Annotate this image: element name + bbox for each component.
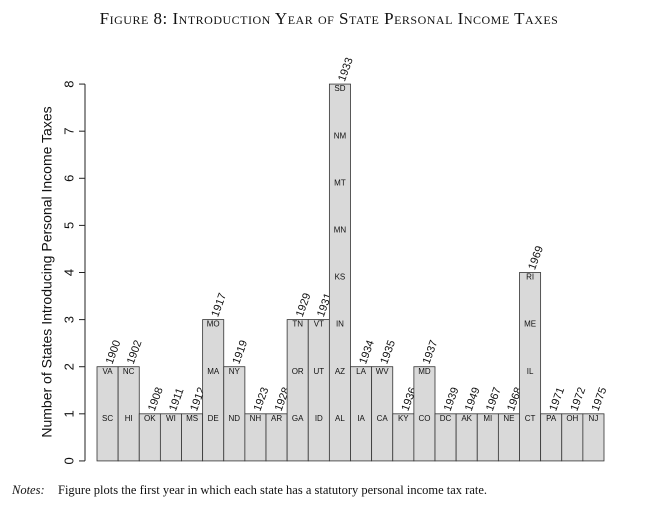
state-label: OH bbox=[566, 414, 578, 423]
bar bbox=[582, 413, 605, 462]
state-label: NM bbox=[334, 131, 347, 140]
state-label: AR bbox=[271, 414, 282, 423]
state-label: NY bbox=[229, 367, 241, 376]
state-label: CO bbox=[418, 414, 430, 423]
state-label: CA bbox=[377, 414, 389, 423]
year-label: 1969 bbox=[526, 244, 546, 271]
state-label: IN bbox=[336, 320, 344, 329]
y-tick-label: 8 bbox=[61, 80, 76, 87]
state-label: MI bbox=[483, 414, 492, 423]
y-axis-label: Number of States Introducing Personal In… bbox=[39, 106, 55, 437]
state-label: WV bbox=[376, 367, 390, 376]
year-label: 1937 bbox=[421, 339, 441, 366]
state-label: AZ bbox=[335, 367, 345, 376]
state-label: VA bbox=[103, 367, 114, 376]
y-tick-label: 3 bbox=[61, 316, 76, 323]
y-tick-label: 7 bbox=[61, 128, 76, 135]
state-label: OK bbox=[144, 414, 156, 423]
state-label: OR bbox=[292, 367, 304, 376]
state-label: RI bbox=[526, 273, 534, 282]
year-label: 1939 bbox=[442, 386, 462, 413]
y-tick-label: 4 bbox=[61, 269, 76, 276]
bar bbox=[519, 272, 542, 462]
year-label: 1949 bbox=[463, 386, 483, 413]
state-label: TN bbox=[292, 320, 303, 329]
state-label: SC bbox=[102, 414, 113, 423]
year-label: 1935 bbox=[378, 339, 398, 366]
state-label: KY bbox=[398, 414, 409, 423]
state-label: GA bbox=[292, 414, 304, 423]
state-label: HI bbox=[125, 414, 133, 423]
state-label: NJ bbox=[589, 414, 599, 423]
state-label: MO bbox=[207, 320, 220, 329]
year-label: 1908 bbox=[146, 386, 166, 413]
state-label: AK bbox=[461, 414, 472, 423]
y-tick-label: 2 bbox=[61, 363, 76, 370]
state-label: UT bbox=[313, 367, 324, 376]
state-label: DE bbox=[208, 414, 219, 423]
state-label: KS bbox=[335, 273, 346, 282]
year-label: 1975 bbox=[590, 386, 610, 413]
year-label: 1972 bbox=[569, 386, 589, 413]
state-label: LA bbox=[356, 367, 366, 376]
notes: Figure plots the first year in which eac… bbox=[58, 483, 487, 497]
state-label: SD bbox=[334, 84, 345, 93]
state-label: VT bbox=[314, 320, 324, 329]
state-label: NE bbox=[503, 414, 514, 423]
y-tick-label: 0 bbox=[61, 457, 76, 464]
bar bbox=[328, 83, 351, 462]
year-label: 1900 bbox=[104, 339, 124, 366]
year-label: 1934 bbox=[357, 339, 377, 366]
state-label: ID bbox=[315, 414, 323, 423]
bar bbox=[202, 319, 225, 462]
bar bbox=[286, 319, 309, 462]
state-label: MD bbox=[418, 367, 431, 376]
state-label: NC bbox=[123, 367, 135, 376]
year-label: 1919 bbox=[231, 339, 251, 366]
state-label: ND bbox=[229, 414, 241, 423]
state-label: MT bbox=[334, 178, 346, 187]
year-label: 1933 bbox=[336, 56, 356, 83]
year-label: 1971 bbox=[547, 386, 567, 413]
state-label: MA bbox=[207, 367, 220, 376]
year-label: 1911 bbox=[167, 387, 186, 413]
year-label: 1929 bbox=[294, 292, 314, 319]
state-label: DC bbox=[440, 414, 452, 423]
year-label: 1923 bbox=[252, 386, 272, 413]
chart-title: Figure 8: Introduction Year of State Per… bbox=[100, 9, 559, 28]
year-label: 1902 bbox=[125, 339, 145, 366]
state-label: ME bbox=[524, 320, 536, 329]
state-label: WI bbox=[166, 414, 176, 423]
state-label: CT bbox=[525, 414, 536, 423]
state-label: NH bbox=[250, 414, 262, 423]
bar bbox=[307, 319, 330, 462]
state-label: MN bbox=[334, 226, 347, 235]
state-label: IA bbox=[357, 414, 365, 423]
state-label: AL bbox=[335, 414, 345, 423]
year-label: 1967 bbox=[484, 386, 504, 413]
state-label: PA bbox=[546, 414, 557, 423]
y-tick-label: 5 bbox=[61, 222, 76, 229]
notes-label: Notes: bbox=[11, 483, 45, 497]
state-label: IL bbox=[527, 367, 534, 376]
y-tick-label: 6 bbox=[61, 175, 76, 182]
year-label: 1917 bbox=[209, 292, 229, 319]
state-label: MS bbox=[186, 414, 198, 423]
y-tick-label: 1 bbox=[61, 410, 76, 417]
